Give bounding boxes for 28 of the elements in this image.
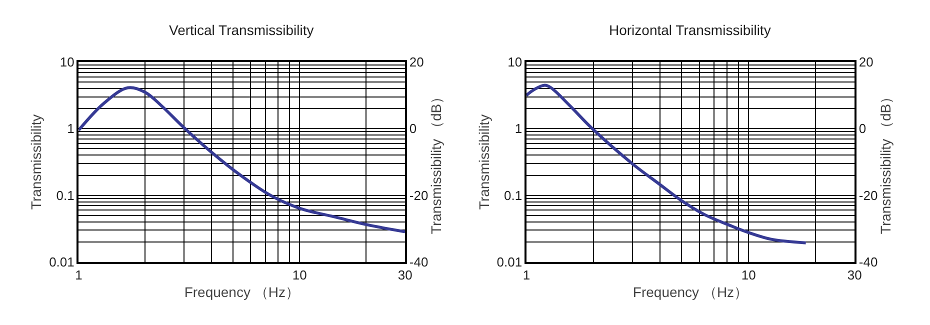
y2-tick-label: -40: [858, 254, 878, 270]
y2-tick-label: -20: [409, 188, 428, 203]
x-tick-label: 10: [292, 267, 307, 282]
y2-axis-title: Transmissibility （dB）: [878, 90, 894, 234]
x-axis-title: Frequency （Hz）: [632, 284, 748, 300]
y-axis-title: Transmissibility: [476, 114, 492, 210]
chart-title: Horizontal Transmissibility: [609, 22, 771, 38]
y2-axis-title: Transmissibility （dB）: [428, 90, 444, 234]
y-tick-label: 0.1: [504, 188, 522, 203]
y2-tick-label: 20: [409, 54, 424, 70]
y-tick-label: 10: [60, 54, 74, 70]
chart-title: Vertical Transmissibility: [169, 22, 314, 38]
y-tick-label: 1: [514, 121, 522, 136]
y-tick-label: 0.01: [496, 254, 522, 270]
y-axis-title: Transmissibility: [28, 114, 44, 210]
y-tick-label: 0.01: [49, 254, 74, 270]
x-tick-label: 10: [741, 267, 756, 282]
y2-tick-label: 0: [858, 121, 866, 136]
y-tick-label: 1: [67, 121, 74, 136]
y-tick-label: 0.1: [56, 188, 74, 203]
y-tick-label: 10: [508, 54, 522, 70]
x-tick-label: 30: [398, 267, 412, 282]
y2-tick-label: -20: [858, 188, 878, 203]
y2-tick-label: 20: [858, 54, 874, 70]
x-axis-title: Frequency （Hz）: [184, 284, 300, 300]
y2-tick-label: 0: [409, 121, 417, 136]
x-tick-label: 30: [847, 267, 862, 282]
y2-tick-label: -40: [409, 254, 428, 270]
